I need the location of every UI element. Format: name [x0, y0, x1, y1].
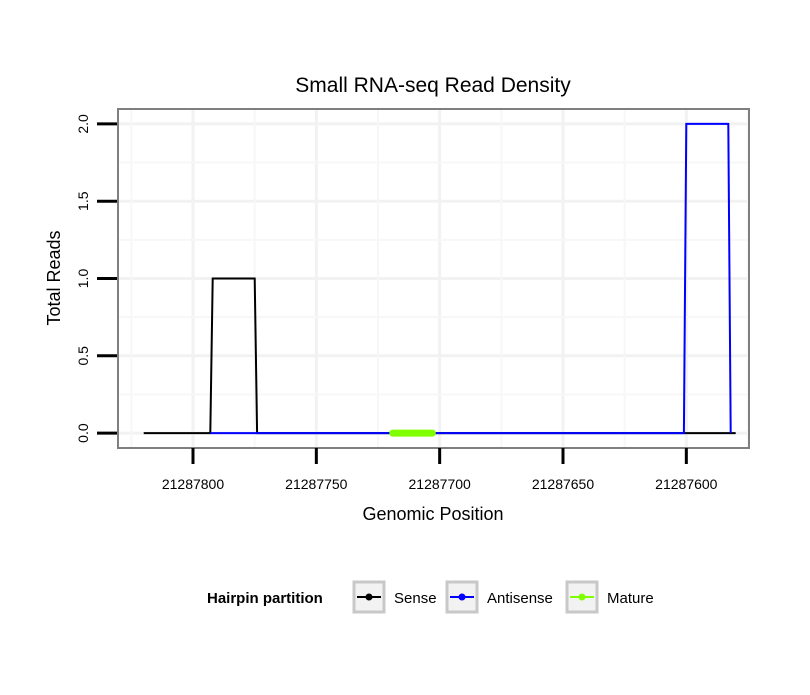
- y-tick-label: 1.5: [75, 191, 91, 211]
- x-tick-label: 21287750: [285, 476, 348, 492]
- y-axis-label: Total Reads: [44, 230, 64, 325]
- legend-label-mature: Mature: [607, 590, 654, 607]
- y-tick-label: 0.0: [75, 423, 91, 443]
- x-tick-label: 21287700: [409, 476, 472, 492]
- x-axis-label: Genomic Position: [362, 504, 503, 524]
- legend-title: Hairpin partition: [207, 590, 323, 607]
- legend-key-point: [458, 593, 466, 601]
- legend-label-antisense: Antisense: [487, 590, 553, 607]
- legend: Hairpin partition Sense Antisense Mature: [207, 580, 654, 614]
- legend-label-sense: Sense: [394, 590, 437, 607]
- legend-key-point: [365, 593, 373, 601]
- legend-key-point: [578, 593, 586, 601]
- chart-title: Small RNA-seq Read Density: [295, 74, 571, 97]
- y-tick-label: 0.5: [75, 346, 91, 366]
- series-layer: [143, 122, 736, 437]
- axis-layer: 21287800 21287750 21287700 21287650 21287600…: [75, 114, 718, 492]
- x-tick-label: 21287650: [532, 476, 595, 492]
- x-tick-label: 21287600: [655, 476, 718, 492]
- y-tick-label: 1.0: [75, 269, 91, 289]
- plot-frame: [117, 108, 750, 449]
- x-tick-label: 21287800: [162, 476, 225, 492]
- y-tick-label: 2.0: [75, 114, 91, 134]
- series-line-antisense: [210, 122, 732, 435]
